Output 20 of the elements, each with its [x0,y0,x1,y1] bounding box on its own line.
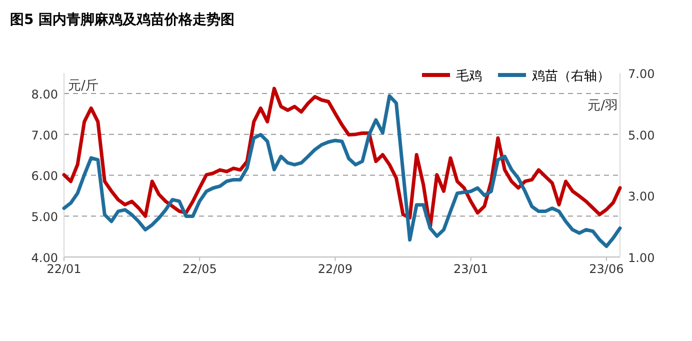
chart-title: 图5 国内青脚麻鸡及鸡苗价格走势图 [10,11,235,28]
y-tick-label: 8.00 [31,87,58,102]
y-tick-label: 7.00 [31,128,58,142]
legend-label: 毛鸡 [456,69,482,84]
y2-axis-title: 元/羽 [588,98,618,114]
x-tick-label: 22/01 [46,262,82,276]
y2-tick-label: 3.00 [628,190,655,204]
x-tick-label: 23/06 [589,262,624,276]
y2-tick-label: 7.00 [628,67,655,81]
y-tick-label: 6.00 [31,169,58,184]
line-series [62,94,622,248]
x-tick-label: 23/01 [454,262,488,276]
y-tick-label: 4.00 [31,251,58,265]
y2-tick-label: 5.00 [628,128,655,142]
x-tick-label: 22/05 [182,262,217,276]
x-tick-label: 22/09 [318,262,353,276]
y2-tick-label: 1.00 [628,251,655,265]
y-axis-title: 元/斤 [68,78,98,94]
legend-label: 鸡苗（右轴） [531,69,610,84]
y-tick-label: 5.00 [31,210,58,224]
